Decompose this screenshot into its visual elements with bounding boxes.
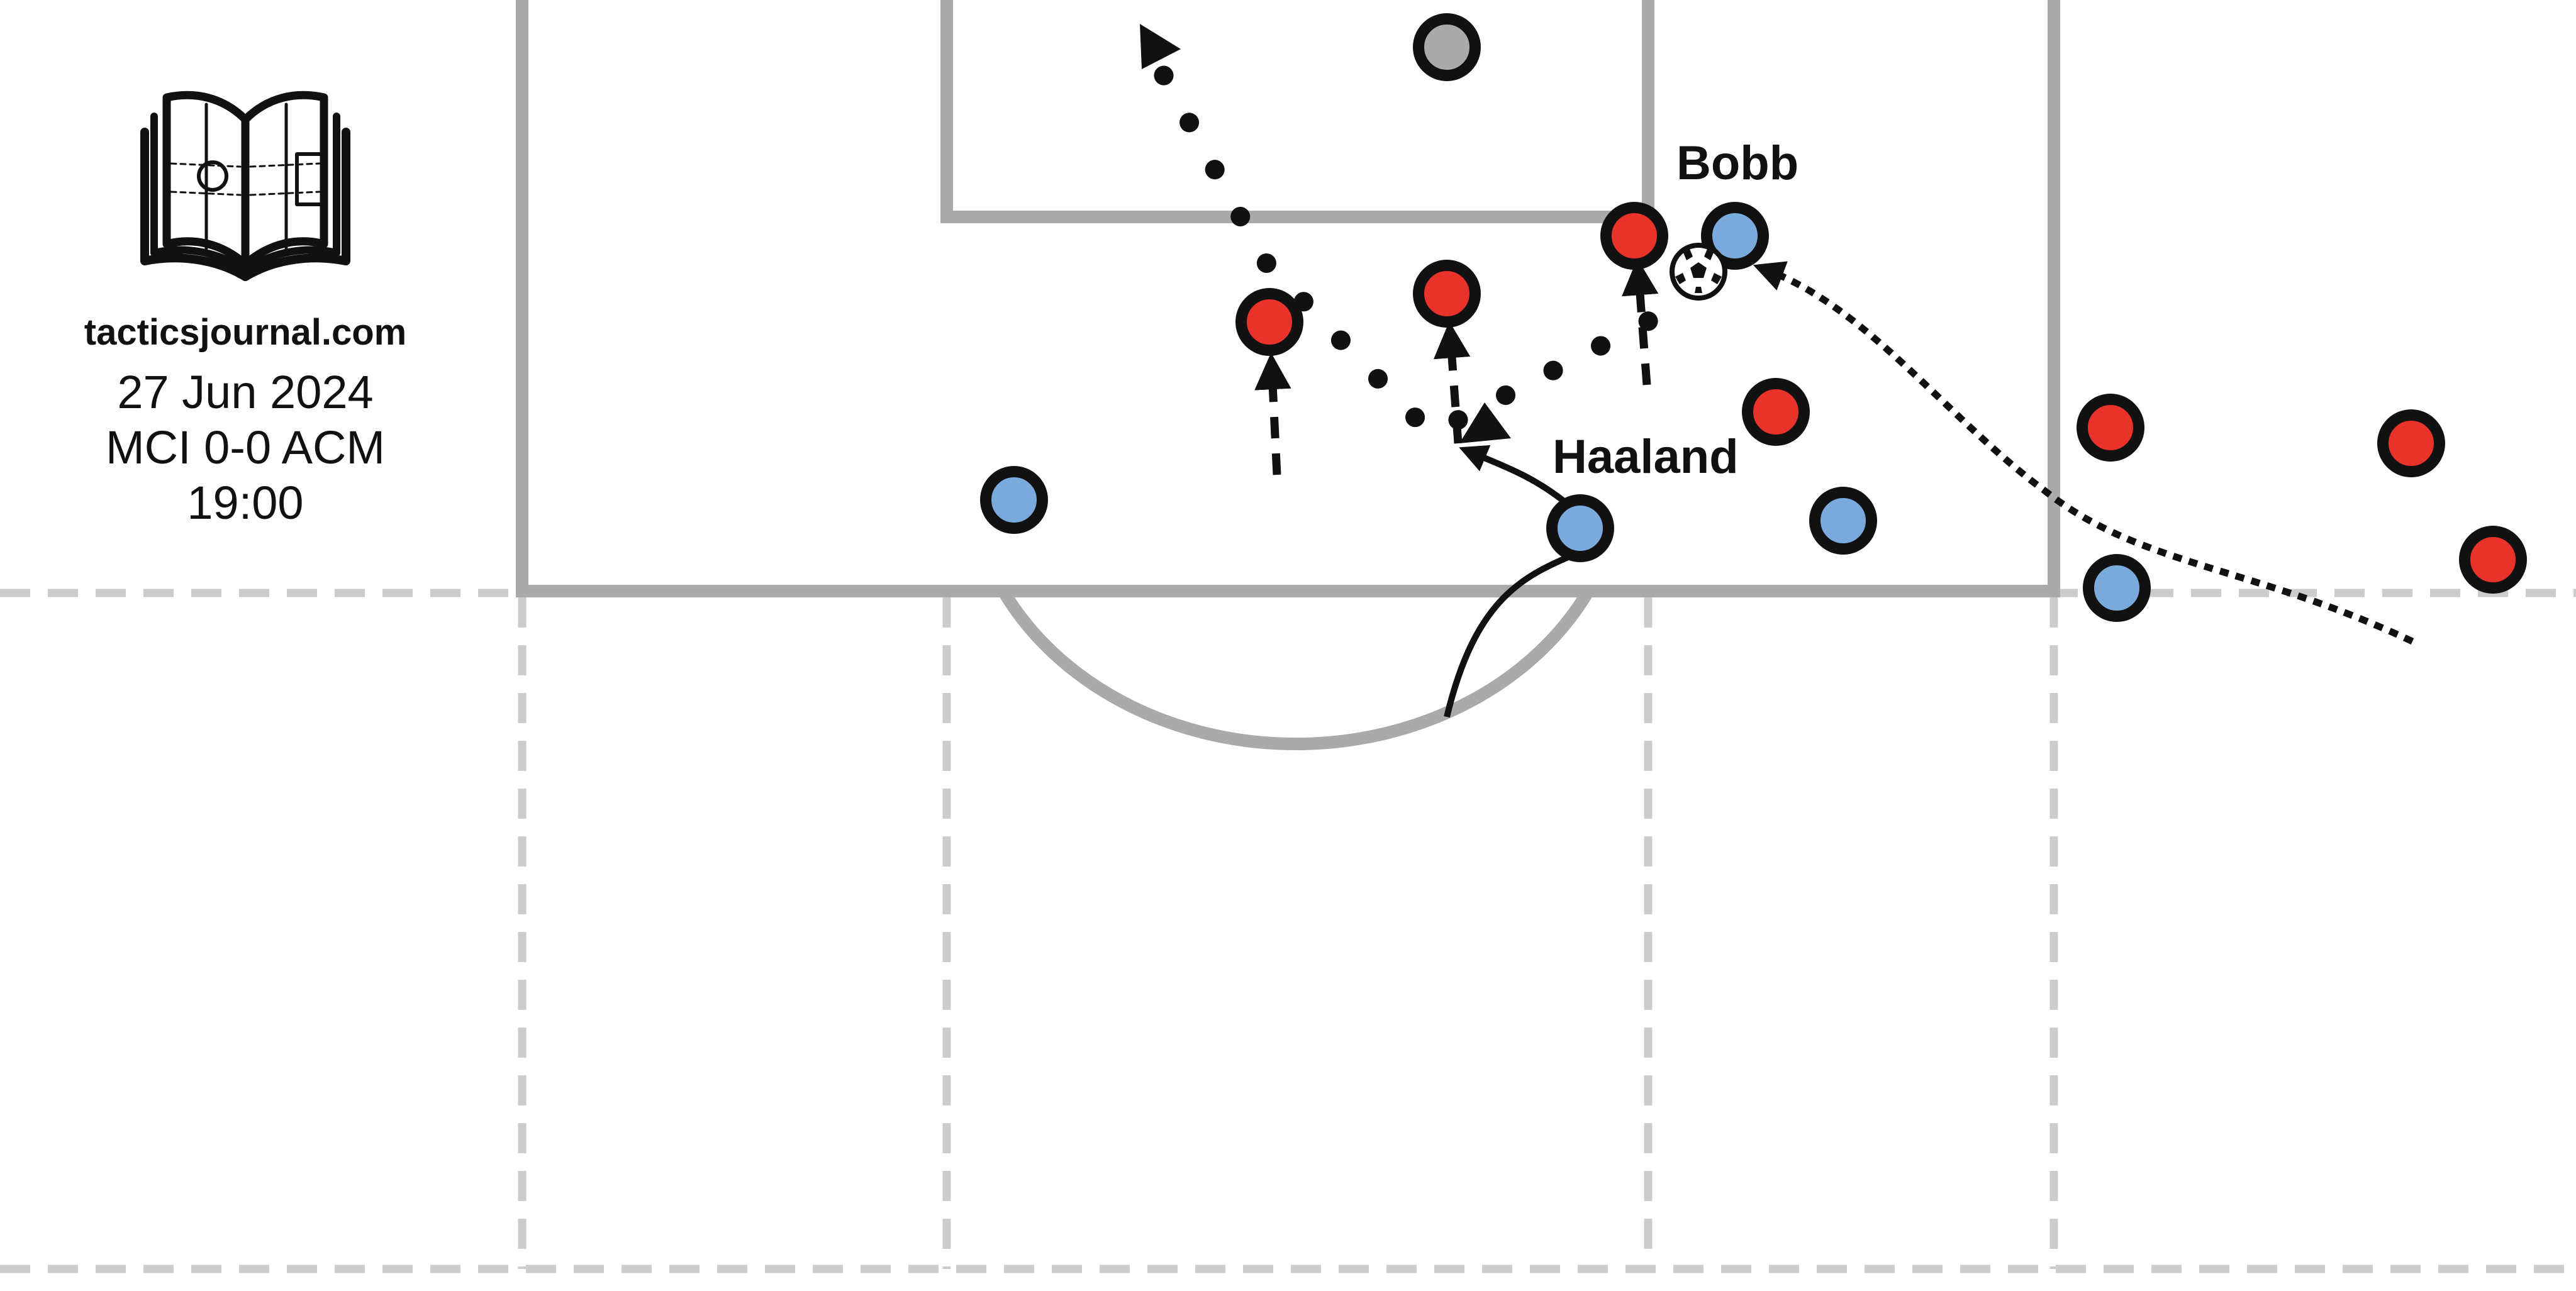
match-score: MCI 0-0 ACM — [105, 421, 386, 474]
player-blue-bobb — [1701, 202, 1769, 270]
run-arrow-middle — [1433, 321, 1471, 444]
player-blue — [2083, 554, 2151, 622]
brand-panel: tacticsjournal.com 27 Jun 2024 MCI 0-0 A… — [0, 88, 491, 531]
label-bobb: Bobb — [1676, 136, 1798, 190]
ball-icon — [1670, 243, 1727, 301]
player-red — [2077, 394, 2144, 462]
player-blue-haaland — [1546, 494, 1614, 562]
goalkeeper — [1413, 13, 1481, 81]
run-arrow-right — [1622, 258, 1659, 385]
player-blue — [1809, 487, 1877, 555]
movement-lines — [1140, 24, 2414, 718]
label-haaland: Haaland — [1553, 430, 1739, 484]
ball-path-arrowhead-middle — [1459, 402, 1511, 443]
player-red — [1600, 202, 1668, 270]
players — [980, 13, 2527, 622]
run-arrow-left — [1254, 352, 1291, 475]
player-red — [1235, 288, 1303, 356]
tactics-book-icon — [140, 91, 350, 281]
player-blue — [980, 466, 1048, 534]
pitch-markings — [516, 0, 2060, 750]
player-red — [2377, 409, 2445, 477]
ball-path-dotted — [1154, 65, 1683, 446]
player-red — [1742, 378, 1810, 446]
site-name: tacticsjournal.com — [84, 312, 407, 353]
match-time: 19:00 — [187, 477, 304, 529]
match-date: 27 Jun 2024 — [117, 366, 374, 418]
haaland-run-line — [1444, 544, 1593, 718]
bobb-run-line — [1753, 261, 2414, 645]
haaland-run-arrow — [1459, 445, 1569, 506]
zone-lines — [0, 589, 2576, 1273]
player-red — [1413, 260, 1481, 328]
ball-path-arrowhead-top — [1140, 24, 1181, 69]
player-red — [2459, 526, 2527, 594]
